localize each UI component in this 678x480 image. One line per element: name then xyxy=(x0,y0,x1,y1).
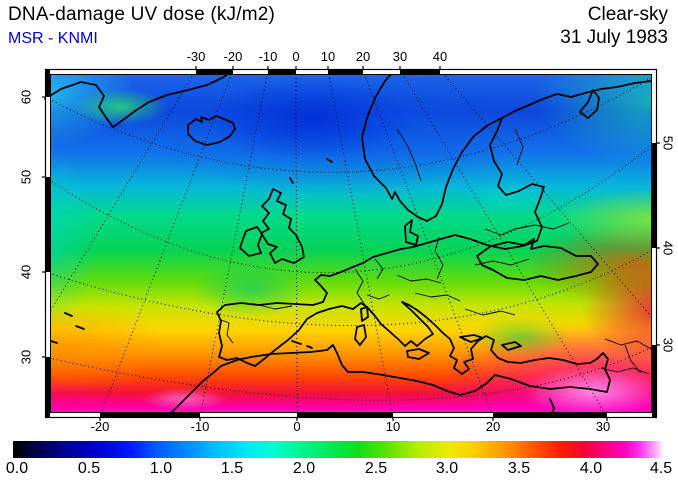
top-axis-label: 30 xyxy=(392,49,408,64)
top-axis-label: -20 xyxy=(223,49,243,64)
coast-ireland xyxy=(239,226,263,257)
uv-dose-color-field xyxy=(45,69,657,418)
colorbar-tick-label: 3.5 xyxy=(507,460,531,477)
colorbar-tick-label: 4.0 xyxy=(579,460,603,477)
coast-denmark xyxy=(404,219,419,246)
coast-corsica xyxy=(360,306,369,322)
coast-faroe xyxy=(326,158,333,163)
left-axis-label: 30 xyxy=(18,349,34,365)
top-axis-label: -10 xyxy=(258,49,278,64)
data-source-label: MSR - KNMI xyxy=(8,30,98,47)
top-axis-label: 40 xyxy=(432,49,448,64)
coast-cyprus xyxy=(501,341,522,351)
frame-outer xyxy=(44,68,658,419)
coast-sardinia xyxy=(354,324,367,346)
bottom-axis-label: -20 xyxy=(90,419,110,434)
bottom-axis-label: -10 xyxy=(190,419,210,434)
graticule-parallels xyxy=(44,74,657,401)
coast-great-britain xyxy=(260,188,305,264)
bottom-axis-label: 10 xyxy=(385,419,401,434)
coast-black-sea xyxy=(476,238,599,281)
right-axis-label: 50 xyxy=(660,135,676,151)
bottom-axis-label: 20 xyxy=(485,419,501,434)
map-overlay xyxy=(42,66,660,421)
top-axis-label: 20 xyxy=(355,49,371,64)
frame-inner xyxy=(50,74,652,413)
page-title: DNA-damage UV dose (kJ/m2) xyxy=(8,4,276,25)
colorbar-tick-label: 0.5 xyxy=(77,460,101,477)
colorbar-tick-label: 2.5 xyxy=(364,460,388,477)
colorbar-tick-label: 0.0 xyxy=(5,460,29,477)
coast-atlantic-islands xyxy=(50,312,85,344)
top-axis-label: 0 xyxy=(292,49,300,64)
coast-shetland xyxy=(289,177,294,184)
coast-sicily xyxy=(406,348,430,360)
left-axis-label: 50 xyxy=(18,169,34,185)
colorbar-tick-label: 3.0 xyxy=(435,460,459,477)
tick-marks xyxy=(42,66,660,421)
coast-balearics xyxy=(291,340,313,349)
right-axis-label: 30 xyxy=(660,337,676,353)
bottom-axis-label: 0 xyxy=(293,419,301,434)
top-axis-label: -30 xyxy=(186,49,206,64)
coast-arctic-russia xyxy=(501,79,657,119)
coastlines xyxy=(44,69,657,418)
frame-band-segments xyxy=(46,70,656,417)
coast-scandinavia-baltic xyxy=(361,69,545,250)
graticule-meridians xyxy=(44,69,657,418)
colorbar xyxy=(13,441,664,458)
colorbar-tick-label: 1.0 xyxy=(149,460,173,477)
coast-greenland xyxy=(44,69,233,128)
colorbar-tick-label: 4.5 xyxy=(649,460,673,477)
bottom-axis-label: 30 xyxy=(595,419,611,434)
coast-white-sea xyxy=(579,89,600,119)
coast-crete xyxy=(459,334,484,343)
colorbar-tick-label: 1.5 xyxy=(220,460,244,477)
right-axis-label: 40 xyxy=(660,240,676,256)
map-canvas xyxy=(42,66,660,421)
coast-mainland-europe-africa xyxy=(166,234,611,418)
date-label: 31 July 1983 xyxy=(560,27,668,48)
colorbar-tick-label: 2.0 xyxy=(292,460,316,477)
top-axis-label: 10 xyxy=(320,49,336,64)
coast-iceland xyxy=(187,115,236,146)
frame-band-base xyxy=(46,70,656,417)
sky-condition-label: Clear-sky xyxy=(587,4,668,25)
country-borders xyxy=(218,128,652,375)
left-axis-label: 60 xyxy=(18,89,34,105)
left-axis-label: 40 xyxy=(18,264,34,280)
